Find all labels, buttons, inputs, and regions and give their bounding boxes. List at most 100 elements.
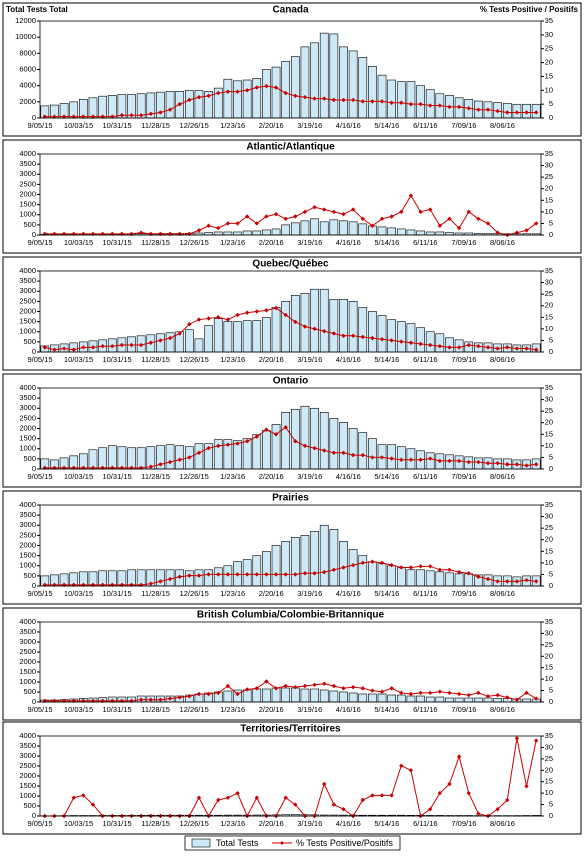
y2-tick-label: 0 bbox=[549, 581, 553, 590]
positivity-marker bbox=[447, 104, 452, 110]
positivity-marker bbox=[42, 698, 48, 704]
test-bar bbox=[329, 418, 339, 470]
y2-tick-label: 5 bbox=[549, 686, 553, 695]
test-bar bbox=[396, 321, 406, 353]
positivity-marker bbox=[524, 463, 529, 468]
positivity-marker bbox=[495, 461, 500, 466]
y-tick-label: 1000 bbox=[19, 677, 36, 686]
positivity-marker bbox=[399, 565, 404, 570]
x-tick-label: 9/05/15 bbox=[27, 121, 52, 130]
legend-marker bbox=[280, 841, 284, 845]
positivity-marker bbox=[533, 579, 539, 584]
x-tick-label: 8/06/16 bbox=[490, 121, 515, 130]
test-bar bbox=[425, 231, 435, 236]
test-bar bbox=[454, 697, 464, 703]
x-tick-label: 5/14/16 bbox=[374, 705, 399, 714]
test-bar bbox=[329, 528, 339, 587]
y2-tick-label: 20 bbox=[545, 58, 553, 67]
x-tick-label: 4/16/16 bbox=[336, 121, 361, 130]
positivity-marker bbox=[52, 698, 57, 704]
positivity-marker bbox=[158, 579, 163, 584]
positivity-marker bbox=[399, 339, 404, 344]
test-bar bbox=[406, 229, 416, 236]
positivity-marker bbox=[341, 565, 346, 570]
positivity-marker bbox=[81, 582, 86, 588]
positivity-marker bbox=[389, 793, 394, 798]
y2-tick-label: 30 bbox=[545, 278, 553, 287]
test-bar bbox=[175, 445, 185, 470]
positivity-marker bbox=[90, 698, 96, 704]
test-bar bbox=[290, 537, 300, 587]
y-tick-label: 1500 bbox=[19, 317, 36, 326]
positivity-marker bbox=[293, 319, 298, 325]
positivity-marker bbox=[533, 221, 539, 226]
positivity-marker bbox=[447, 567, 452, 572]
test-bar bbox=[310, 218, 319, 236]
y-tick-label: 6000 bbox=[19, 64, 36, 73]
x-tick-label: 10/31/15 bbox=[102, 589, 131, 598]
panel-title: British Columbia/Colombie-Britannique bbox=[197, 610, 385, 621]
y2-tick-label: 5 bbox=[549, 99, 553, 108]
positivity-marker bbox=[466, 342, 471, 348]
positivity-marker bbox=[138, 342, 144, 348]
positivity-marker bbox=[254, 309, 259, 314]
test-bar bbox=[377, 74, 387, 119]
plot-frame bbox=[39, 20, 542, 119]
x-tick-label: 9/05/15 bbox=[27, 589, 52, 598]
positivity-marker bbox=[293, 439, 298, 444]
positivity-marker bbox=[71, 347, 76, 352]
positivity-marker bbox=[138, 113, 144, 118]
positivity-marker bbox=[264, 214, 269, 219]
y2-tick-label: 10 bbox=[545, 674, 553, 683]
test-bar bbox=[310, 42, 319, 119]
positivity-line bbox=[44, 680, 537, 702]
panel-frame bbox=[2, 373, 582, 488]
x-tick-label: 10/31/15 bbox=[102, 238, 131, 247]
y2-tick-label: 35 bbox=[545, 731, 553, 740]
positivity-marker bbox=[148, 464, 153, 469]
x-tick-label: 12/26/15 bbox=[180, 819, 209, 828]
x-tick-label: 12/26/15 bbox=[180, 121, 209, 130]
test-bar bbox=[310, 288, 319, 353]
x-tick-label: 10/31/15 bbox=[102, 705, 131, 714]
test-bar bbox=[406, 81, 416, 119]
positivity-marker bbox=[485, 461, 491, 466]
positivity-marker bbox=[428, 342, 433, 348]
legend-label: Total Tests bbox=[216, 838, 259, 848]
x-tick-label: 11/28/15 bbox=[141, 121, 170, 130]
test-bar bbox=[223, 231, 233, 236]
positivity-marker bbox=[447, 216, 452, 221]
positivity-marker bbox=[331, 209, 337, 215]
test-bar bbox=[194, 338, 204, 353]
positivity-marker bbox=[379, 337, 385, 342]
x-tick-label: 2/20/16 bbox=[259, 705, 284, 714]
y-tick-label: 1000 bbox=[19, 210, 36, 219]
positivity-marker bbox=[312, 205, 317, 210]
positivity-marker bbox=[524, 784, 529, 789]
y-tick-label: 4000 bbox=[19, 266, 36, 275]
y-tick-label: 2000 bbox=[19, 189, 36, 198]
test-bar bbox=[281, 224, 291, 236]
positivity-marker bbox=[418, 101, 423, 107]
y-tick-label: 500 bbox=[23, 337, 36, 346]
test-bar bbox=[281, 61, 291, 119]
y2-tick-label: 35 bbox=[545, 383, 553, 392]
y2-tick-label: 35 bbox=[545, 266, 553, 275]
x-tick-label: 11/28/15 bbox=[141, 472, 170, 481]
x-tick-label: 4/16/16 bbox=[336, 589, 361, 598]
positivity-marker bbox=[138, 697, 144, 702]
test-bar bbox=[396, 81, 406, 119]
positivity-marker bbox=[235, 790, 240, 796]
positivity-marker bbox=[418, 341, 423, 347]
y2-tick-label: 25 bbox=[545, 172, 553, 181]
test-bar bbox=[425, 570, 435, 587]
test-bar bbox=[368, 65, 377, 119]
positivity-marker bbox=[341, 450, 346, 455]
positivity-marker bbox=[331, 683, 337, 689]
y2-tick-label: 20 bbox=[545, 651, 553, 660]
test-bar bbox=[271, 424, 281, 470]
test-bar bbox=[252, 230, 262, 236]
positivity-marker bbox=[235, 221, 240, 226]
positivity-marker bbox=[485, 345, 491, 350]
y2-tick-label: 30 bbox=[545, 628, 553, 637]
